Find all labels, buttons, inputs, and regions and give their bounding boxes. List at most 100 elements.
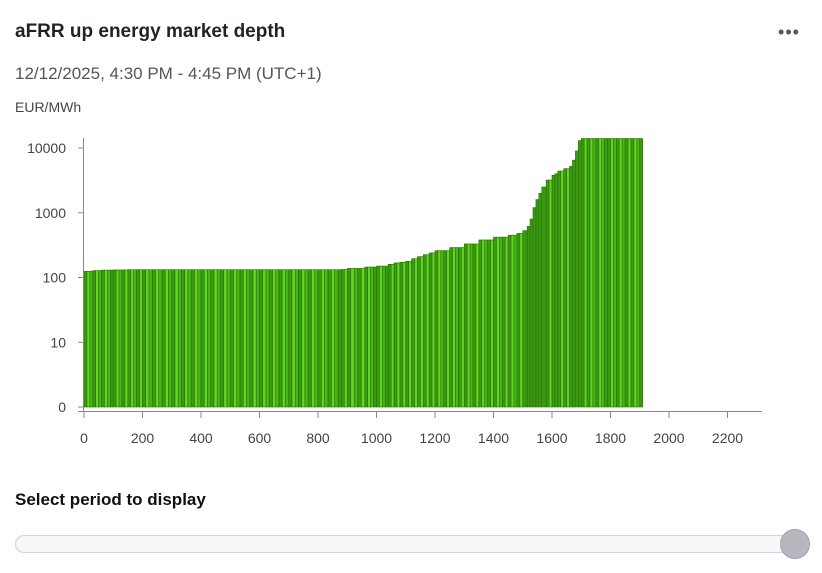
more-options-icon[interactable]: ••• [778,22,800,42]
bar [455,247,459,408]
bar [595,138,600,408]
bar [174,269,179,408]
bar [207,269,212,408]
time-period: 12/12/2025, 4:30 PM - 4:45 PM (UTC+1) [15,64,322,83]
bar [130,269,135,408]
bar [190,269,195,408]
bar [86,270,91,408]
bar [272,269,277,408]
bar [203,269,208,408]
y-tick-label: 10000 [27,140,66,156]
x-tick-label: 1200 [419,430,450,446]
bar [139,269,143,408]
bar [213,269,218,408]
select-period-label: Select period to display [15,490,206,509]
bar [636,138,641,408]
bar [551,174,556,408]
bar [223,269,228,408]
bar [115,269,120,408]
bar [304,269,309,408]
bar [569,166,573,408]
bar [535,199,540,408]
bar [405,260,409,408]
bar [210,269,215,408]
bar [384,265,389,408]
bar [288,269,293,408]
bar [449,247,453,408]
bar [155,269,160,408]
bar [107,269,111,408]
bar [360,268,366,408]
bar [510,234,515,408]
y-axis-unit: EUR/MWh [15,99,82,115]
bar [598,138,603,408]
bar [463,243,468,408]
bar [387,263,392,408]
bar [484,239,488,408]
bar [589,138,594,408]
bar [246,269,251,408]
bar [513,234,518,408]
bar [490,239,494,408]
bar [437,250,442,408]
bar [171,269,176,408]
x-tick-label: 1600 [536,430,567,446]
bar [341,269,345,408]
period-slider-thumb[interactable] [780,529,810,559]
bar [529,218,534,408]
bar [443,250,447,408]
bar [592,138,597,408]
bar [538,192,543,408]
bar [452,247,456,408]
bar [324,269,329,408]
bar [507,234,512,408]
bar [475,243,480,408]
bar [420,256,424,408]
bar [469,243,474,408]
period-slider-track[interactable] [15,535,796,553]
bar [268,269,273,408]
bar [390,263,395,408]
bar [382,265,386,408]
bar [285,269,290,408]
bar [233,269,238,408]
bar [229,269,234,408]
bar [563,168,567,408]
bar [220,269,225,408]
bar [616,138,620,408]
bar [148,269,153,408]
bar [639,138,643,408]
bar [583,138,588,408]
bar [481,239,486,408]
bar [458,247,462,408]
bar [265,269,270,408]
bar [440,250,445,408]
bar [376,265,380,408]
bar [252,269,257,408]
bar [317,269,322,408]
bar [184,269,189,408]
bar [353,268,359,408]
bar [98,270,102,408]
bar [501,236,506,408]
bar [239,269,244,408]
bar [101,269,105,408]
bar [158,269,163,408]
x-tick-label: 2000 [653,430,684,446]
bar [624,138,629,408]
x-tick-label: 1400 [478,430,509,446]
bar [314,269,319,408]
bar [393,262,398,408]
x-tick-label: 2200 [712,430,743,446]
bar [414,258,418,408]
bar [364,266,369,408]
bar [607,138,611,408]
bar [151,269,156,408]
bar [95,270,99,408]
bar [327,269,332,408]
bar [242,269,247,408]
bar [236,269,241,408]
bar [194,269,199,408]
bar [478,239,483,408]
bar [200,269,205,408]
